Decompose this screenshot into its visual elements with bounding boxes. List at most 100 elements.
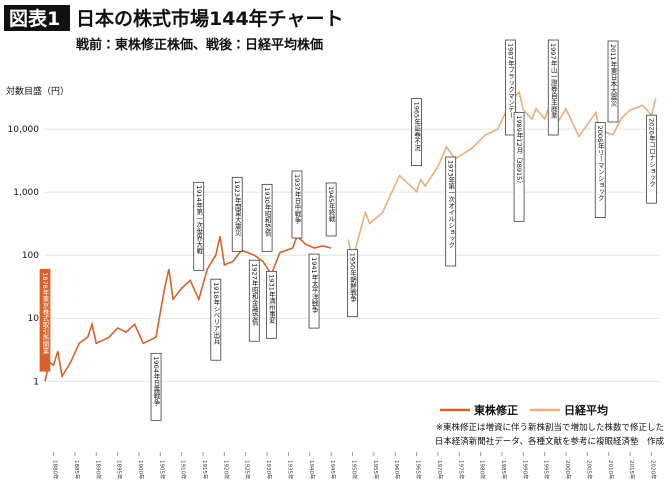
x-tick-label: 2020年 <box>649 460 657 480</box>
annotation-box <box>411 98 422 166</box>
x-tick-label: 2010年 <box>607 460 615 480</box>
y-axis-label: 対数目盛（円） <box>6 85 69 97</box>
annotation: 1965年証券不況 <box>411 98 422 166</box>
source: 日本経済新聞社データ、各種文献を参考に複眼経済塾 作成 <box>435 436 665 447</box>
badge: 図表1 <box>9 7 60 30</box>
x-tick-label: 1890年 <box>94 460 102 480</box>
x-tick-label: 1905年 <box>158 460 166 480</box>
annotation-text: 1945年終戦 <box>327 186 335 223</box>
annotation: 2011年東日本大震災 <box>607 40 619 123</box>
annotation-box <box>646 114 657 204</box>
x-tick-label: 1940年 <box>308 460 316 480</box>
annotation-text: 1904年日露戦争 <box>152 356 160 405</box>
footnote: ※東株修正は増資に伴う新株割当で増加した株数で修正した <box>436 422 664 433</box>
x-tick-label: 1880年 <box>52 460 60 480</box>
annotation-box <box>261 183 273 252</box>
annotation: 1950年朝鮮戦争 <box>347 249 358 318</box>
annotation: 1904年日露戦争 <box>150 352 162 421</box>
x-tick-label: 1975年 <box>457 460 465 480</box>
y-tick-label: 100 <box>22 251 39 261</box>
annotation: 1945年終戦 <box>325 182 337 237</box>
annotation: 1923年関東大震災 <box>231 176 243 252</box>
annotation: 1973年第一次オイルショック <box>445 156 457 267</box>
x-tick-label: 1925年 <box>244 460 252 480</box>
annotation-text: 1950年朝鮮戦争 <box>349 253 357 302</box>
annotation-box <box>210 278 222 361</box>
annotation-text: 1987年ブラックマンデー <box>507 43 515 118</box>
x-tick-label: 2000年 <box>564 460 572 480</box>
annotation-box <box>266 270 277 339</box>
x-tick-label: 1990年 <box>521 460 529 480</box>
annotation-text: 1965年証券不況 <box>413 102 421 152</box>
annotation: 1941年太平洋戦争 <box>308 253 320 329</box>
x-tick-label: 1995年 <box>543 460 551 480</box>
x-tick-label: 1930年 <box>265 460 273 480</box>
x-tick-label: 1955年 <box>372 460 380 480</box>
annotation-text: 1878年東京株式取引所開業 <box>41 272 49 355</box>
annotation: 1937年日中戦争 <box>291 170 303 239</box>
x-tick-label: 1920年 <box>222 460 230 480</box>
annotation-text: 2008年リーマンショック <box>596 126 604 201</box>
x-tick-label: 2015年 <box>628 460 636 480</box>
annotation: 1987年ブラックマンデー <box>505 39 516 136</box>
series-line <box>347 90 657 260</box>
annotation-box <box>39 268 51 372</box>
annotation-box <box>291 170 303 239</box>
annotation-text: 1923年関東大震災 <box>233 180 241 236</box>
annotation-text: 1989年12月（38915） <box>515 115 523 187</box>
x-tick-label: 2005年 <box>585 460 593 480</box>
x-tick-label: 1970年 <box>436 460 444 480</box>
annotation: 1918年シベリア出兵 <box>210 278 222 361</box>
annotation-box <box>308 253 320 329</box>
annotation-box <box>505 39 516 136</box>
x-tick-label: 1935年 <box>286 460 294 480</box>
annotation-text: 2020年コロナショック <box>647 118 655 187</box>
legend-label: 日経平均 <box>564 403 608 417</box>
annotation-text: 1930年昭和恐慌 <box>263 187 271 237</box>
annotation: 1931年満州事変 <box>266 270 277 339</box>
annotation-text: 1937年日中戦争 <box>293 174 301 223</box>
annotation-box <box>594 122 606 218</box>
x-tick-label: 1950年 <box>351 460 359 480</box>
x-tick-label: 1885年 <box>73 460 81 480</box>
annotation: 1989年12月（38915） <box>513 111 525 222</box>
series-line <box>44 234 332 382</box>
annotation-box <box>607 40 619 123</box>
chart-title: 日本の株式市場144年チャート <box>76 7 343 30</box>
annotation: 2008年リーマンショック <box>594 122 606 218</box>
annotation-box <box>193 181 205 271</box>
annotation-text: 1918年シベリア出兵 <box>212 282 220 345</box>
annotation: 1997年山一證券自主廃業 <box>547 39 559 136</box>
annotation: 1878年東京株式取引所開業 <box>39 268 51 372</box>
annotation: 1930年昭和恐慌 <box>261 183 273 252</box>
annotation: 2020年コロナショック <box>646 114 657 204</box>
annotation-text: 2011年東日本大震災 <box>609 44 617 106</box>
badge-bg <box>4 5 70 31</box>
annotation-box <box>231 176 243 252</box>
legend-label: 東株修正 <box>474 403 518 417</box>
annotation-box <box>513 111 525 222</box>
x-tick-label: 1980年 <box>479 460 487 480</box>
annotation-box <box>248 259 260 342</box>
annotation-box <box>547 39 559 136</box>
x-tick-label: 1965年 <box>415 460 423 480</box>
y-tick-label: 1 <box>33 377 39 387</box>
annotation: 1914年第一次世界大戦 <box>193 181 205 271</box>
annotation-text: 1914年第一次世界大戦 <box>195 185 203 255</box>
y-tick-label: 1,000 <box>13 188 39 198</box>
annotation-text: 1997年山一證券自主廃業 <box>549 43 557 119</box>
annotation-text: 1927年昭和金融恐慌 <box>250 263 258 326</box>
x-tick-label: 1915年 <box>201 460 209 480</box>
x-tick-label: 1895年 <box>116 460 124 480</box>
annotation-text: 1941年太平洋戦争 <box>310 257 318 313</box>
y-tick-label: 10 <box>28 314 40 324</box>
annotation-box <box>445 156 457 267</box>
x-tick-label: 1900年 <box>137 460 145 480</box>
annotation-box <box>150 352 162 421</box>
chart-subtitle: 戦前：東株修正株価、戦後：日経平均株価 <box>76 37 323 53</box>
annotation-text: 1973年第一次オイルショック <box>447 160 455 248</box>
annotation: 1927年昭和金融恐慌 <box>248 259 260 342</box>
x-tick-label: 1960年 <box>393 460 401 480</box>
annotation-box <box>325 182 337 237</box>
